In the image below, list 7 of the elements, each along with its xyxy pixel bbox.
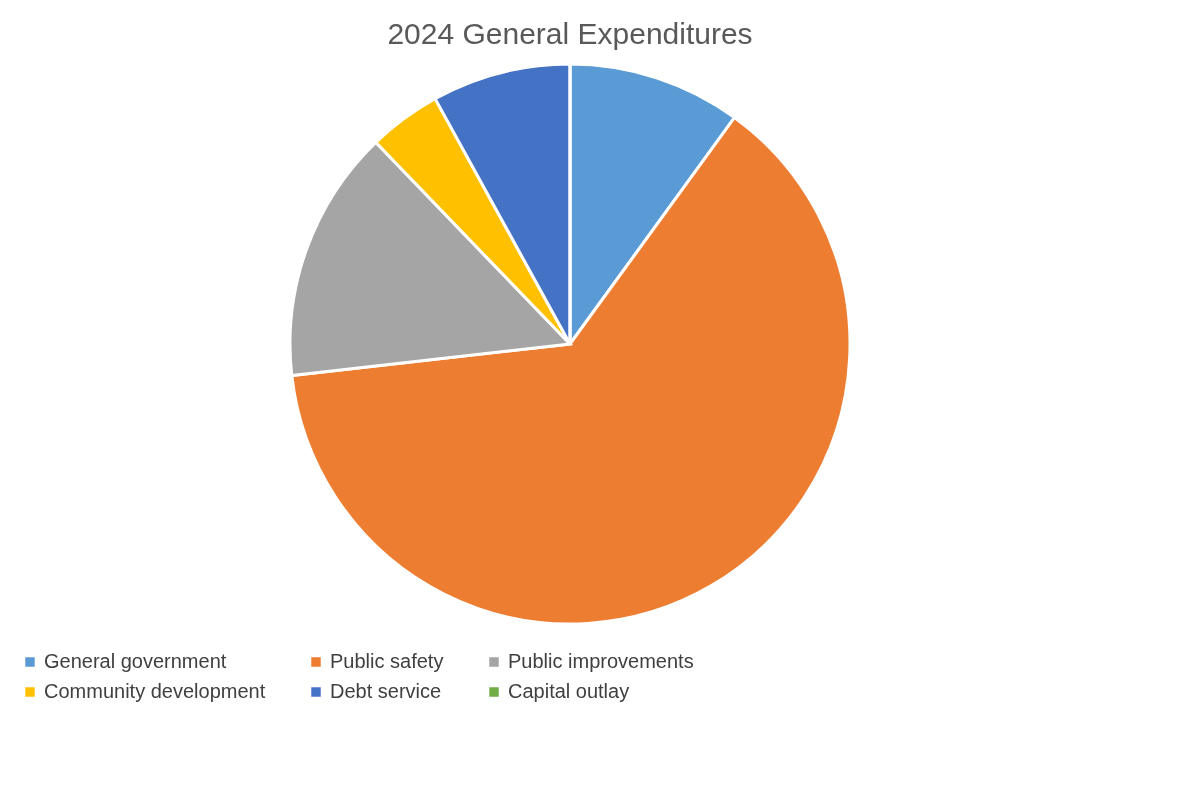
- legend-label: Debt service: [330, 680, 442, 702]
- legend-label: Capital outlay: [508, 680, 630, 702]
- legend-label: Public safety: [330, 650, 444, 672]
- chart-title: 2024 General Expenditures: [387, 17, 753, 50]
- legend-label: Public improvements: [508, 650, 694, 672]
- legend-label: Community development: [44, 680, 266, 702]
- legend-label: General government: [44, 650, 227, 672]
